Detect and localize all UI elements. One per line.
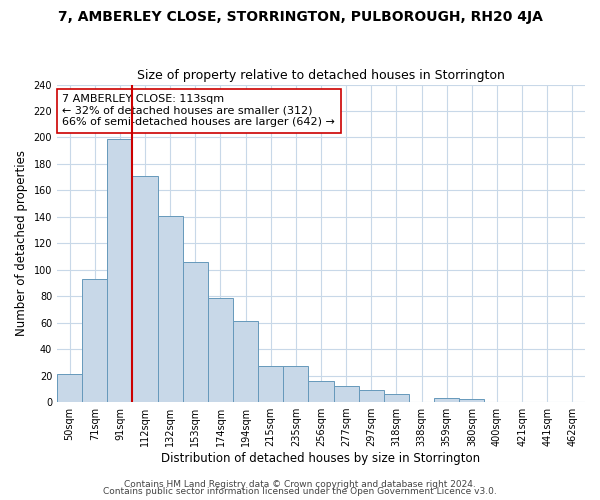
X-axis label: Distribution of detached houses by size in Storrington: Distribution of detached houses by size … [161,452,481,465]
Bar [183,262,208,402]
Bar [158,216,183,402]
Bar [283,366,308,402]
Bar [133,176,158,402]
Bar [434,398,459,402]
Bar [459,400,484,402]
Bar [258,366,283,402]
Text: 7 AMBERLEY CLOSE: 113sqm
← 32% of detached houses are smaller (312)
66% of semi-: 7 AMBERLEY CLOSE: 113sqm ← 32% of detach… [62,94,335,128]
Bar [82,279,107,402]
Text: 7, AMBERLEY CLOSE, STORRINGTON, PULBOROUGH, RH20 4JA: 7, AMBERLEY CLOSE, STORRINGTON, PULBOROU… [58,10,542,24]
Text: Contains HM Land Registry data © Crown copyright and database right 2024.: Contains HM Land Registry data © Crown c… [124,480,476,489]
Bar [208,298,233,402]
Bar [308,381,334,402]
Bar [359,390,384,402]
Bar [384,394,409,402]
Y-axis label: Number of detached properties: Number of detached properties [15,150,28,336]
Title: Size of property relative to detached houses in Storrington: Size of property relative to detached ho… [137,69,505,82]
Bar [57,374,82,402]
Bar [334,386,359,402]
Bar [233,322,258,402]
Text: Contains public sector information licensed under the Open Government Licence v3: Contains public sector information licen… [103,487,497,496]
Bar [107,139,133,402]
